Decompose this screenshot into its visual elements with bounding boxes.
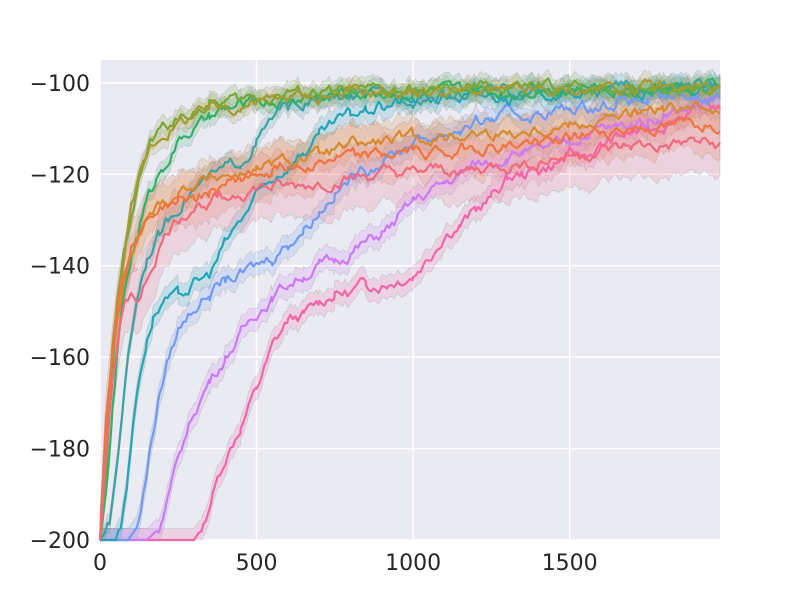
y-tick-labels: −100 −120 −140 −160 −180 −200	[30, 72, 90, 554]
y-tick-label: −160	[30, 346, 90, 371]
y-tick-label: −180	[30, 438, 90, 463]
series-line	[98, 136, 721, 541]
y-tick-label: −120	[30, 163, 90, 188]
y-tick-label: −140	[30, 255, 90, 280]
grid-lines	[99, 60, 720, 541]
series-line	[100, 94, 721, 542]
series-band	[99, 89, 721, 541]
x-tick-label: 500	[236, 551, 278, 576]
series-band	[99, 83, 721, 541]
series-line	[98, 101, 721, 541]
series-line	[98, 78, 721, 541]
y-tick-label: −200	[30, 529, 90, 554]
series-line	[100, 90, 721, 542]
series-line	[98, 116, 721, 541]
series-line	[100, 100, 721, 542]
x-tick-label: 0	[93, 551, 107, 576]
x-tick-label: 1500	[542, 551, 598, 576]
series-band	[99, 79, 721, 541]
series-lines	[98, 77, 721, 542]
series-band	[99, 105, 721, 541]
x-tick-label: 1000	[385, 551, 441, 576]
series-band	[99, 89, 721, 541]
y-tick-label: −100	[30, 72, 90, 97]
x-tick-labels: 0 500 1000 1500	[93, 551, 598, 576]
